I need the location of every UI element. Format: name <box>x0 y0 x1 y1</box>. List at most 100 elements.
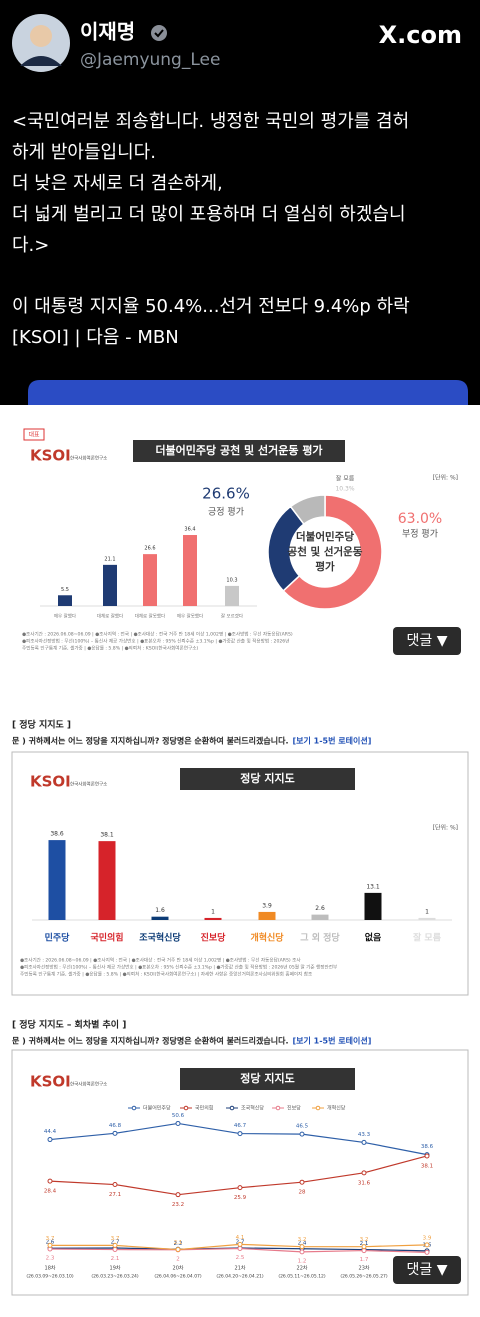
bar <box>364 892 382 920</box>
category-label: 잘 모르겠다 <box>221 613 244 620</box>
value-label: 1.2 <box>298 1258 307 1264</box>
legend-label: 더불어민주당 <box>143 1105 171 1112</box>
bar <box>204 917 222 920</box>
tweet-line: 더 넓게 벌리고 더 많이 포용하며 더 열심히 하겠습니 <box>12 204 406 225</box>
logo: KSOI <box>30 773 71 791</box>
category-label: 진보당 <box>201 932 227 944</box>
value-label: 26.6 <box>144 546 155 552</box>
slice-value: 63.0% <box>398 511 442 527</box>
category-label: 대체로 잘했다 <box>97 613 124 620</box>
x-tick-sublabel: (26.05.26~26.05.27) <box>340 1274 388 1280</box>
data-point <box>424 1153 430 1159</box>
value-label: 2.5 <box>236 1255 245 1261</box>
chart-title: 정당 지지도 <box>240 771 294 785</box>
value-label: 2.1 <box>111 1256 120 1262</box>
tweet-line: 하게 받아들입니다. <box>12 142 156 163</box>
footnote: ●조사기간 : 2026.06.08~06.09 | ●조사지역 : 전국 | … <box>22 631 293 638</box>
data-point <box>424 1249 430 1255</box>
section-heading: [ 정당 지지도 ] <box>12 719 71 731</box>
value-label: 27.1 <box>109 1192 121 1198</box>
tweet-line: 이 대통령 지지율 50.4%...선거 전보다 9.4%p 하락 <box>12 296 410 317</box>
data-point <box>361 1244 367 1250</box>
value-label: 13.1 <box>366 883 380 890</box>
logo-sub: 한국사회여론연구소 <box>70 781 107 788</box>
data-point <box>112 1130 118 1136</box>
value-label: 43.3 <box>358 1132 371 1138</box>
value-label: 2.7 <box>111 1239 120 1245</box>
data-point <box>237 1241 243 1247</box>
data-point <box>237 1246 243 1251</box>
value-label: 38.6 <box>421 1144 434 1150</box>
value-label: 1 <box>425 908 429 915</box>
button-label[interactable]: 댓글 ▼ <box>407 633 448 649</box>
chart-frame <box>11 1049 469 1296</box>
x-tick-sublabel: (26.04.06~26.04.07) <box>154 1274 202 1280</box>
bar <box>143 554 157 606</box>
chart-title: 더불어민주당 공천 및 선거운동 평가 <box>155 443 322 457</box>
tag: 대표 <box>28 431 40 439</box>
legend-label: 진보당 <box>287 1105 301 1112</box>
data-point <box>299 1179 305 1185</box>
legend-marker <box>315 1105 321 1111</box>
data-point <box>299 1244 305 1250</box>
x-tick-sublabel: (26.05.11~26.05.12) <box>278 1274 326 1280</box>
value-label: 38.1 <box>100 832 114 839</box>
bar <box>48 840 66 920</box>
section-heading: [ 정당 지지도 – 회차별 추이 ] <box>12 1019 126 1031</box>
chart-4: [ 정당 지지도 – 회차별 추이 ] 문 ) 귀하께서는 어느 정당을 지지하십… <box>12 1019 434 1280</box>
donut-slice <box>282 494 383 610</box>
data-point <box>112 1247 118 1253</box>
bar <box>103 564 117 606</box>
button-bg <box>393 1256 461 1284</box>
question: 문 ) 귀하께서는 어느 정당을 지지하십니까? 정당명은 순환하여 불러드리겠… <box>12 736 289 746</box>
data-point <box>47 1137 53 1143</box>
chart-3: [ 정당 지지도 ] 문 ) 귀하께서는 어느 정당을 지지하십니까? 정당명은 … <box>12 719 458 978</box>
value-label: 2.6 <box>315 905 325 912</box>
rotation-note: [보기 1-5번 로테이션] <box>293 1036 372 1046</box>
donut-center-label: 공천 및 선거운동 <box>288 545 363 558</box>
data-point <box>47 1242 53 1248</box>
tweet-line: 다.> <box>12 235 49 256</box>
value-label: 25.9 <box>234 1195 247 1201</box>
value-label: 38.1 <box>421 1163 433 1169</box>
comment-button[interactable]: 댓글 ▼ <box>393 627 461 655</box>
legend-label: 개혁신당 <box>327 1105 346 1112</box>
legend-marker <box>229 1105 235 1111</box>
question: 문 ) 귀하께서는 어느 정당을 지지하십니까? 정당명은 순환하여 불러드리겠… <box>12 1036 289 1046</box>
bar <box>98 841 116 920</box>
value-label: 10.3 <box>226 577 237 583</box>
x-tick-label: 21차 <box>235 1265 246 1272</box>
data-point <box>361 1139 367 1145</box>
bar <box>58 595 72 606</box>
legend-marker <box>131 1105 137 1111</box>
bar <box>225 585 239 606</box>
value-label: 2.2 <box>174 1241 183 1247</box>
bar <box>183 535 197 606</box>
footnote: 주민등록 인구통계 기준, 셀가중 | ●응답률 : 5.8% | ●의뢰처 :… <box>22 645 198 652</box>
comment-button[interactable]: 댓글 ▼ <box>393 1256 461 1284</box>
slice-value: 10.3% <box>335 486 354 493</box>
value-label: 3.9 <box>423 1235 432 1241</box>
data-point <box>47 1178 53 1184</box>
x-tick-sublabel: (26.03.09~26.03.10) <box>26 1274 74 1280</box>
value-label: 4.1 <box>236 1235 245 1241</box>
value-label: 36.4 <box>184 527 195 533</box>
category-label: 매우 잘했다 <box>54 613 77 620</box>
bar <box>151 916 169 920</box>
bar <box>258 911 276 920</box>
avatar-face <box>30 25 52 47</box>
value-label: 2.1 <box>360 1241 369 1247</box>
value-label: 2.4 <box>298 1240 307 1246</box>
x-tick-sublabel: (26.04.20~26.04.21) <box>216 1274 264 1280</box>
category-label: 매우 잘못했다 <box>177 613 204 620</box>
button-label[interactable]: 댓글 ▼ <box>407 1262 448 1278</box>
tag-box <box>23 428 45 441</box>
author-name[interactable]: 이재명 <box>80 20 135 44</box>
author-handle[interactable]: @Jaemyung_Lee <box>80 50 220 70</box>
button-bg <box>393 627 461 655</box>
